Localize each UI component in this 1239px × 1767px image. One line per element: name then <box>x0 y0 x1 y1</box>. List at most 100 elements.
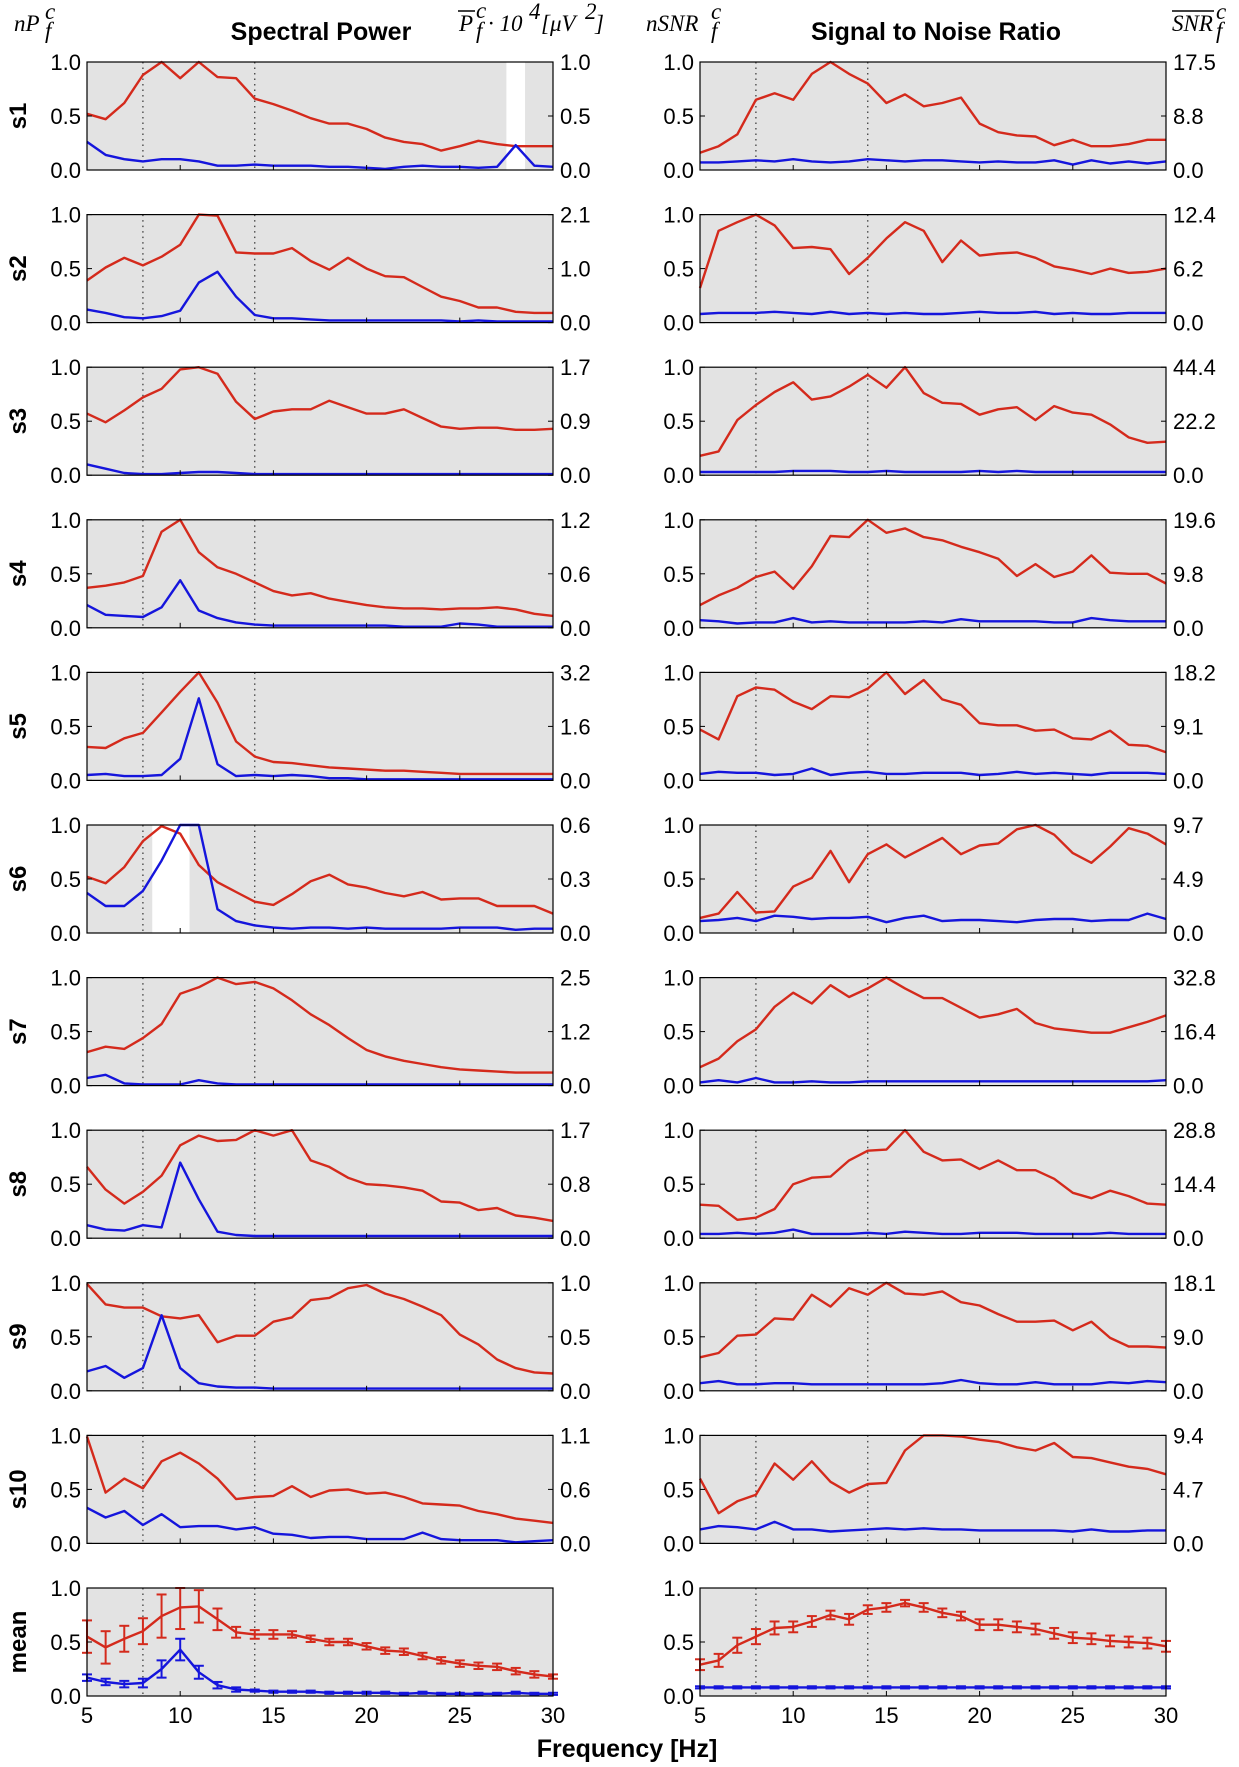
red-series-line <box>698 213 1167 289</box>
y2-tick-label: 12.4 <box>1173 203 1216 228</box>
panel-background <box>87 519 553 628</box>
y2-tick-label: 6.2 <box>1173 257 1204 282</box>
y2-tick-label: 0.0 <box>1173 768 1204 793</box>
svg-text:f: f <box>476 18 486 43</box>
left-y2label: P c f · 10 4 [μV 2 ] <box>458 0 604 43</box>
x-tick-label: 30 <box>1154 1703 1178 1728</box>
svg-text:SNR: SNR <box>1172 11 1213 36</box>
y2-tick-label: 4.9 <box>1173 867 1204 892</box>
panel-background <box>700 214 1166 323</box>
y2-tick-label: 0.0 <box>560 158 591 183</box>
y-tick-label: 0.5 <box>50 1630 81 1655</box>
y-tick-label: 0.0 <box>663 921 694 946</box>
blue-series-line <box>86 1506 554 1544</box>
y-tick-label: 1.0 <box>50 508 81 533</box>
panel-background <box>87 1130 553 1239</box>
svg-text:]: ] <box>594 11 604 36</box>
svg-text:f: f <box>1216 18 1226 43</box>
snr-panel-s1: 0.0 0.5 1.0 0.0 8.8 17.5 <box>663 50 1215 183</box>
y2-tick-label: 1.7 <box>560 355 591 380</box>
svg-text:nSNR: nSNR <box>646 11 698 36</box>
y2-tick-label: 0.5 <box>560 1325 591 1350</box>
y-tick-label: 0.0 <box>663 1531 694 1556</box>
y-tick-label: 0.5 <box>50 1020 81 1045</box>
power-panel-s9: 0.0 0.5 1.0 0.0 0.5 1.0 <box>50 1271 590 1404</box>
y2-tick-label: 0.9 <box>560 409 591 434</box>
y2-tick-label: 0.0 <box>560 921 591 946</box>
y-tick-label: 1.0 <box>50 355 81 380</box>
y-tick-label: 0.5 <box>663 714 694 739</box>
row-s4: s4 0.0 0.5 1.0 0.0 0.6 1.2 0.0 0.5 1.0 0.0 9.8 19.6 <box>5 508 1216 641</box>
y-tick-label: 1.0 <box>663 50 694 75</box>
row-label-mean: mean <box>5 1611 32 1674</box>
x-tick-label: 10 <box>168 1703 192 1728</box>
power-panel-s4: 0.0 0.5 1.0 0.0 0.6 1.2 <box>50 508 590 641</box>
blue-series-line <box>86 270 553 323</box>
y2-tick-label: 19.6 <box>1173 508 1216 533</box>
y-tick-label: 1.0 <box>50 1271 81 1296</box>
row-label-s1: s1 <box>5 103 32 130</box>
y2-tick-label: 1.0 <box>560 1271 591 1296</box>
y2-tick-label: 0.0 <box>560 1074 591 1099</box>
right-ylabel: nSNR c f <box>646 0 721 43</box>
blue-series-line <box>699 767 1167 777</box>
y2-tick-label: 0.0 <box>1173 1074 1204 1099</box>
y-tick-label: 0.5 <box>50 104 81 129</box>
y-tick-label: 1.0 <box>663 355 694 380</box>
y-tick-label: 0.5 <box>50 409 81 434</box>
y2-tick-label: 1.6 <box>560 714 591 739</box>
red-series-line <box>86 1605 554 1678</box>
x-tick-label: 10 <box>781 1703 805 1728</box>
y-tick-label: 0.0 <box>663 768 694 793</box>
row-s5: s5 0.0 0.5 1.0 0.0 1.6 3.2 0.0 0.5 1.0 0.0 9.1 18.2 <box>5 660 1216 793</box>
y-tick-label: 0.0 <box>50 768 81 793</box>
row-s2: s2 0.0 0.5 1.0 0.0 1.0 2.1 0.0 0.5 1.0 0.0 6.2 12.4 <box>5 203 1216 336</box>
svg-text:c: c <box>1216 0 1226 24</box>
y-tick-label: 0.5 <box>663 409 694 434</box>
red-series-line <box>699 60 1166 154</box>
y2-tick-label: 0.0 <box>1173 616 1204 641</box>
power-panel-mean: 0.0 0.5 1.0 5 10 15 20 25 30 <box>50 1576 565 1728</box>
blue-series-line <box>86 823 553 931</box>
y-tick-label: 0.0 <box>663 1684 694 1709</box>
y-tick-label: 1.0 <box>663 966 694 991</box>
y2-tick-label: 16.4 <box>1173 1020 1216 1045</box>
y2-tick-label: 3.2 <box>560 660 591 685</box>
blue-series-line <box>699 616 1166 625</box>
y2-tick-label: 18.1 <box>1173 1271 1216 1296</box>
red-series-line <box>699 671 1167 754</box>
y2-tick-label: 0.8 <box>560 1172 591 1197</box>
y2-tick-label: 4.7 <box>1173 1477 1204 1502</box>
red-series-line <box>699 366 1167 457</box>
y2-tick-label: 0.6 <box>560 1477 591 1502</box>
y2-tick-label: 1.2 <box>560 508 591 533</box>
power-panel-s1: 0.0 0.5 1.0 0.0 0.5 1.0 <box>50 50 590 183</box>
svg-text:2: 2 <box>585 0 597 24</box>
panel-background <box>700 1435 1166 1544</box>
svg-text:f: f <box>45 18 55 43</box>
y2-tick-label: 0.0 <box>1173 1226 1204 1251</box>
y2-tick-label: 0.5 <box>560 104 591 129</box>
y2-tick-label: 1.1 <box>560 1423 591 1448</box>
row-label-s9: s9 <box>5 1323 32 1350</box>
snr-panel-s8: 0.0 0.5 1.0 0.0 14.4 28.8 <box>663 1118 1215 1251</box>
y-tick-label: 1.0 <box>50 50 81 75</box>
blue-series-line <box>86 140 554 171</box>
y-tick-label: 0.0 <box>50 311 81 336</box>
y2-tick-label: 9.0 <box>1173 1325 1204 1350</box>
power-panel-s3: 0.0 0.5 1.0 0.0 0.9 1.7 <box>50 355 590 488</box>
red-series-line <box>86 824 554 915</box>
snr-panel-s5: 0.0 0.5 1.0 0.0 9.1 18.2 <box>663 660 1215 793</box>
x-tick-label: 20 <box>967 1703 991 1728</box>
blue-series-line <box>700 157 1167 166</box>
red-series-line <box>86 366 554 431</box>
y2-tick-label: 0.6 <box>560 813 591 838</box>
y2-tick-label: 1.0 <box>560 257 591 282</box>
y2-tick-label: 0.0 <box>1173 1379 1204 1404</box>
y-tick-label: 0.0 <box>50 1531 81 1556</box>
panel-background <box>700 62 1166 170</box>
x-tick-label: 25 <box>1061 1703 1085 1728</box>
y-tick-label: 1.0 <box>663 203 694 228</box>
red-series-line <box>85 1436 554 1525</box>
